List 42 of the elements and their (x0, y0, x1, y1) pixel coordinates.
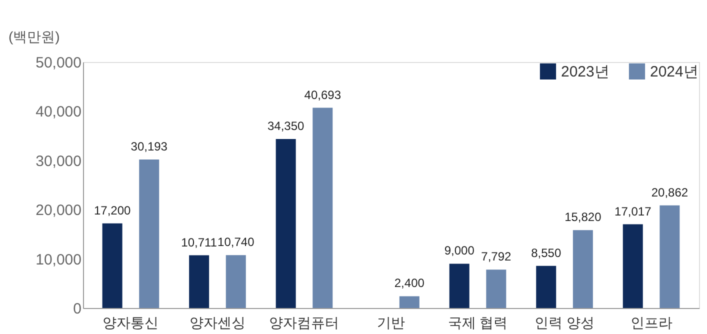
data-label: 9,000 (444, 244, 475, 258)
legend-label: 2023년 (561, 63, 610, 80)
bar (139, 159, 160, 308)
bar (189, 255, 210, 308)
bar (102, 223, 122, 308)
data-label: 2,400 (394, 276, 425, 290)
data-label: 7,792 (481, 250, 512, 264)
bar (622, 224, 643, 308)
bar (226, 255, 246, 308)
data-label: 17,017 (614, 204, 652, 218)
data-label: 17,200 (94, 203, 131, 218)
data-label: 10,740 (218, 235, 255, 250)
y-tick-label: 10,000 (36, 251, 82, 268)
x-tick-label: 기반 (377, 314, 405, 330)
bar (486, 270, 506, 308)
data-label: 30,193 (130, 139, 168, 154)
y-tick-label: 20,000 (36, 202, 82, 220)
y-tick-label: 0 (73, 300, 82, 318)
data-label: 40,693 (304, 88, 342, 102)
y-tick-label: 40,000 (36, 104, 82, 121)
data-label: 10,711 (181, 235, 218, 250)
x-tick-label: 양자센싱 (189, 314, 246, 330)
bar (536, 266, 556, 308)
x-tick-label: 양자통신 (102, 314, 159, 330)
data-label: 8,550 (531, 246, 562, 260)
data-label: 15,820 (564, 210, 602, 224)
y-tick-label: 50,000 (36, 54, 82, 72)
bar (276, 139, 296, 308)
bar (312, 108, 333, 308)
bar (660, 205, 680, 308)
data-label: 34,350 (267, 119, 305, 133)
bar (399, 296, 420, 308)
x-tick-label: 인력 양성 (534, 314, 594, 330)
x-tick-label: 양자컴퓨터 (269, 314, 340, 330)
data-label: 20,862 (651, 185, 688, 200)
x-tick-label: 국제 협력 (448, 314, 508, 330)
legend-label: 2024년 (650, 63, 698, 80)
bar (449, 264, 470, 308)
y-axis-title: (백만원) (8, 28, 60, 44)
x-tick-label: 인프라 (630, 314, 672, 330)
y-tick-label: 30,000 (36, 152, 82, 170)
bar (572, 230, 593, 308)
